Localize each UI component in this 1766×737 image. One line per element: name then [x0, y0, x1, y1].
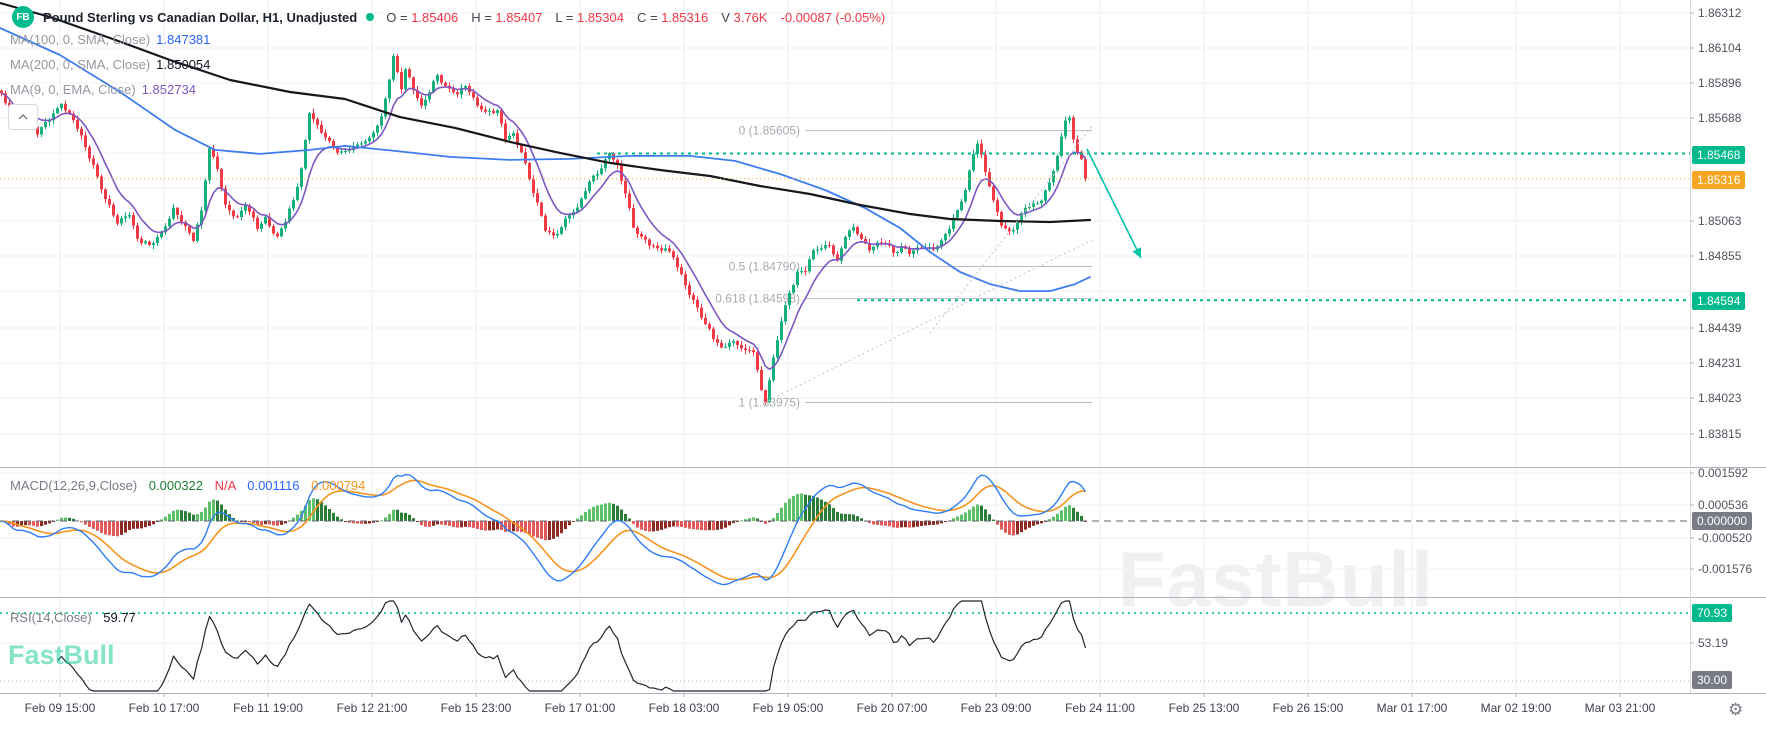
time-tick-label: Feb 25 13:00 — [1168, 701, 1240, 715]
open-quote: O = 1.85406 — [386, 9, 459, 25]
axis-tick-label: -0.000520 — [1698, 531, 1753, 545]
axis-tick-label: 0.000536 — [1698, 498, 1749, 512]
symbol-title[interactable]: Pound Sterling vs Canadian Dollar, H1, U… — [43, 9, 358, 25]
time-tick-label: Feb 11 19:00 — [233, 701, 303, 715]
axis-tick-label: 1.85688 — [1698, 111, 1742, 125]
time-tick-label: Feb 15 23:00 — [440, 701, 512, 715]
axis-tick-label: 1.84231 — [1698, 356, 1742, 370]
axis-tick-label: 53.19 — [1698, 636, 1729, 650]
axis-tick-label: 0.001592 — [1698, 466, 1749, 480]
axis-tick-label: 1.84023 — [1698, 391, 1742, 405]
high-quote: H = 1.85407 — [471, 9, 543, 25]
price-badge: 1.85316 — [1692, 171, 1746, 189]
axis-tick-label: 1.86312 — [1698, 6, 1742, 20]
axis-tick-label: 1.84855 — [1698, 249, 1742, 263]
axis-tick-label: 1.86104 — [1698, 41, 1742, 55]
low-quote: L = 1.85304 — [555, 9, 624, 25]
time-tick-label: Feb 12 21:00 — [336, 701, 408, 715]
price-badge: 70.93 — [1692, 604, 1733, 622]
axis-tick-label: -0.001576 — [1698, 562, 1753, 576]
axis-tick-label: 1.85063 — [1698, 214, 1742, 228]
close-quote: C = 1.85316 — [636, 9, 709, 25]
time-tick-label: Feb 19 05:00 — [752, 701, 824, 715]
axis-tick-label: 1.83815 — [1698, 427, 1742, 441]
time-tick-label: Feb 23 09:00 — [960, 701, 1032, 715]
live-status-icon — [366, 13, 375, 21]
change-quote: -0.00087 (-0.05%) — [780, 9, 886, 25]
price-badge: 1.84594 — [1692, 292, 1746, 310]
fib-level-label: 0.618 (1.84598) — [715, 292, 800, 306]
ma200-legend[interactable]: MA(200, 0, SMA, Close) 1.850054 — [10, 57, 211, 72]
fastbull-watermark: FastBull — [1118, 535, 1434, 623]
time-tick-label: Feb 18 03:00 — [648, 701, 720, 715]
symbol-header: FB Pound Sterling vs Canadian Dollar, H1… — [12, 6, 885, 28]
time-tick-label: Mar 03 21:00 — [1584, 701, 1656, 715]
price-badge: 30.00 — [1692, 671, 1733, 689]
ma100-legend[interactable]: MA(100, 0, SMA, Close) 1.847381 — [10, 32, 211, 47]
ema9-legend[interactable]: MA(9, 0, EMA, Close) 1.852734 — [10, 82, 196, 97]
time-tick-label: Mar 02 19:00 — [1480, 701, 1552, 715]
time-tick-label: Feb 20 07:00 — [856, 701, 928, 715]
time-tick-label: Feb 24 11:00 — [1065, 701, 1135, 715]
fastbull-logo-watermark: FastBull — [8, 640, 115, 670]
time-tick-label: Feb 17 01:00 — [544, 701, 616, 715]
time-tick-label: Feb 10 17:00 — [128, 701, 200, 715]
chevron-up-icon — [18, 114, 28, 120]
time-tick-label: Feb 09 15:00 — [24, 701, 96, 715]
fib-level-label: 0 (1.85605) — [739, 124, 800, 138]
price-badge: 0.000000 — [1692, 512, 1753, 530]
macd-legend[interactable]: MACD(12,26,9,Close) 0.000322 N/A 0.00111… — [10, 478, 366, 493]
time-tick-label: Feb 26 15:00 — [1272, 701, 1344, 715]
axis-tick-label: 1.85896 — [1698, 76, 1742, 90]
axis-settings-gear-icon[interactable]: ⚙ — [1728, 700, 1744, 719]
volume-quote: V 3.76K — [721, 9, 768, 25]
fib-level-label: 0.5 (1.84790) — [729, 260, 800, 274]
time-tick-label: Mar 01 17:00 — [1376, 701, 1448, 715]
collapse-legend-button[interactable] — [8, 104, 38, 130]
fastbull-logo-icon[interactable]: FB — [12, 6, 34, 28]
rsi-legend[interactable]: RSI(14,Close) 59.77 — [10, 610, 136, 625]
axis-tick-label: 1.84439 — [1698, 321, 1742, 335]
price-badge: 1.85468 — [1692, 146, 1746, 164]
